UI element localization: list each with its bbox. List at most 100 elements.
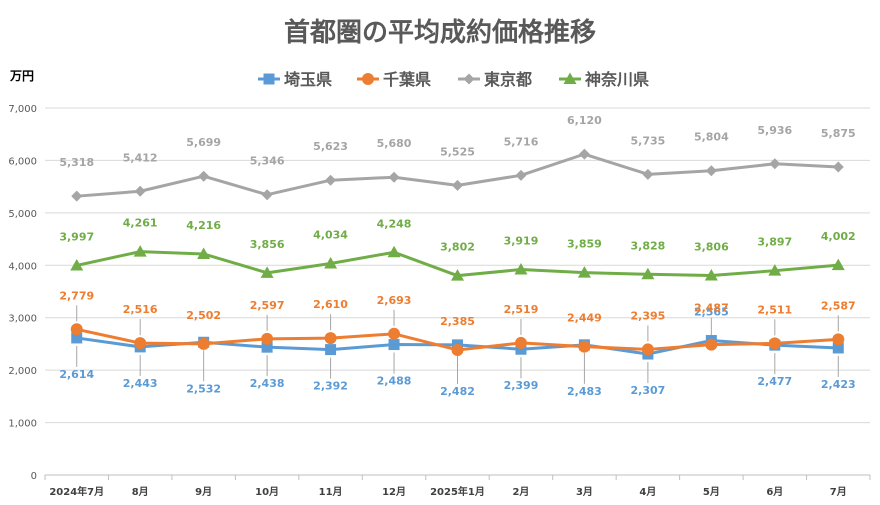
data-point — [260, 266, 274, 278]
data-point — [197, 337, 210, 350]
data-label: 2,385 — [440, 315, 475, 328]
y-tick-label: 2,000 — [8, 366, 37, 377]
data-label: 5,525 — [440, 145, 475, 158]
data-point — [515, 343, 527, 355]
data-label: 2,482 — [440, 385, 475, 398]
data-label: 2,519 — [504, 303, 539, 316]
data-label: 2,565 — [694, 306, 729, 319]
data-point — [70, 258, 84, 271]
data-point — [261, 332, 274, 345]
x-tick-label: 12月 — [382, 486, 406, 498]
data-labels: 2,614 2,443 2,532 2,438 2,392 2,488 2,482 2,399… — [59, 114, 855, 398]
data-point — [514, 263, 528, 275]
data-label: 2,587 — [821, 299, 856, 312]
data-label: 2,502 — [186, 309, 221, 322]
legend-marker-0 — [263, 73, 275, 85]
x-tick-label: 2024年7月 — [49, 485, 104, 498]
x-tick-label: 5月 — [703, 486, 720, 498]
data-label: 4,034 — [313, 229, 348, 242]
data-point — [641, 267, 655, 280]
data-point — [704, 268, 718, 281]
data-label: 5,412 — [123, 151, 158, 164]
legend-marker-2 — [463, 73, 475, 85]
data-point — [769, 158, 781, 170]
data-label: 2,438 — [250, 377, 285, 390]
data-point — [325, 174, 337, 186]
x-tick-label: 3月 — [576, 486, 593, 498]
data-point — [388, 339, 400, 351]
legend-label: 神奈川県 — [585, 70, 649, 89]
data-label: 2,488 — [377, 375, 412, 388]
x-axis: 2024年7月 8月 9月 10月 11月 12月 2025年1月 2月 3月 4月 5月 6月 7月 — [44, 475, 871, 498]
data-label: 5,875 — [821, 127, 856, 140]
y-tick-label: 3,000 — [8, 314, 37, 325]
data-point — [641, 343, 654, 356]
data-point — [768, 264, 782, 276]
data-point — [832, 161, 844, 173]
data-point — [451, 269, 464, 281]
data-point — [388, 327, 401, 340]
data-label: 2,392 — [313, 380, 348, 393]
data-label: 2,516 — [123, 303, 158, 316]
data-point — [832, 333, 845, 346]
data-point — [388, 171, 400, 183]
legend: 埼玉県 千葉県 東京都 神奈川県 — [258, 70, 649, 89]
y-tick-label: 7,000 — [8, 104, 37, 115]
data-point — [578, 340, 591, 353]
data-label: 3,859 — [567, 238, 602, 251]
y-tick-label: 0 — [31, 471, 37, 482]
data-label: 2,693 — [377, 294, 412, 307]
data-label: 4,216 — [186, 219, 221, 232]
data-label: 3,828 — [630, 239, 665, 252]
data-point — [387, 245, 401, 258]
data-label: 6,120 — [567, 114, 602, 127]
legend-label: 埼玉県 — [284, 70, 332, 89]
y-tick-label: 6,000 — [8, 156, 37, 167]
data-label: 5,318 — [59, 156, 94, 169]
data-label: 4,261 — [123, 217, 158, 230]
data-label: 5,936 — [757, 124, 792, 137]
data-label: 3,997 — [59, 230, 94, 243]
data-point — [705, 165, 717, 177]
data-point — [198, 170, 210, 182]
y-tick-label: 1,000 — [8, 419, 37, 430]
data-point — [197, 247, 211, 259]
data-point — [768, 337, 781, 350]
y-tick-label: 4,000 — [8, 261, 37, 272]
legend-label: 千葉県 — [383, 70, 431, 89]
data-label: 2,597 — [250, 299, 285, 312]
data-point — [134, 337, 147, 350]
data-point — [261, 341, 273, 353]
data-point — [324, 332, 337, 345]
data-label: 2,307 — [630, 384, 665, 397]
x-tick-label: 7月 — [830, 486, 847, 498]
y-tick-label: 5,000 — [8, 209, 37, 220]
data-label: 2,423 — [821, 378, 856, 391]
data-label: 2,449 — [567, 312, 602, 325]
data-point — [642, 168, 654, 180]
data-label: 2,399 — [504, 379, 539, 392]
data-label: 3,856 — [250, 238, 285, 251]
data-label: 5,699 — [186, 136, 221, 149]
data-point — [578, 148, 590, 160]
x-tick-label: 2025年1月 — [430, 485, 485, 498]
data-point — [515, 169, 527, 181]
data-label: 2,532 — [186, 382, 221, 395]
x-tick-label: 8月 — [132, 486, 149, 498]
data-label: 5,716 — [504, 135, 539, 148]
data-point — [324, 257, 338, 269]
data-point — [261, 189, 273, 201]
data-point — [71, 332, 83, 344]
data-label: 3,897 — [757, 236, 792, 249]
y-axis-unit-label: 万円 — [9, 69, 34, 83]
data-label: 2,487 — [694, 302, 729, 315]
chart-title: 首都圏の平均成約価格推移 — [284, 17, 596, 48]
legend-marker-3 — [563, 72, 577, 84]
data-point — [133, 245, 147, 257]
data-label: 2,443 — [123, 377, 158, 390]
data-label: 3,919 — [504, 235, 539, 248]
label-leader-lines — [76, 305, 839, 384]
data-label: 2,779 — [59, 289, 94, 302]
data-label: 2,483 — [567, 385, 602, 398]
